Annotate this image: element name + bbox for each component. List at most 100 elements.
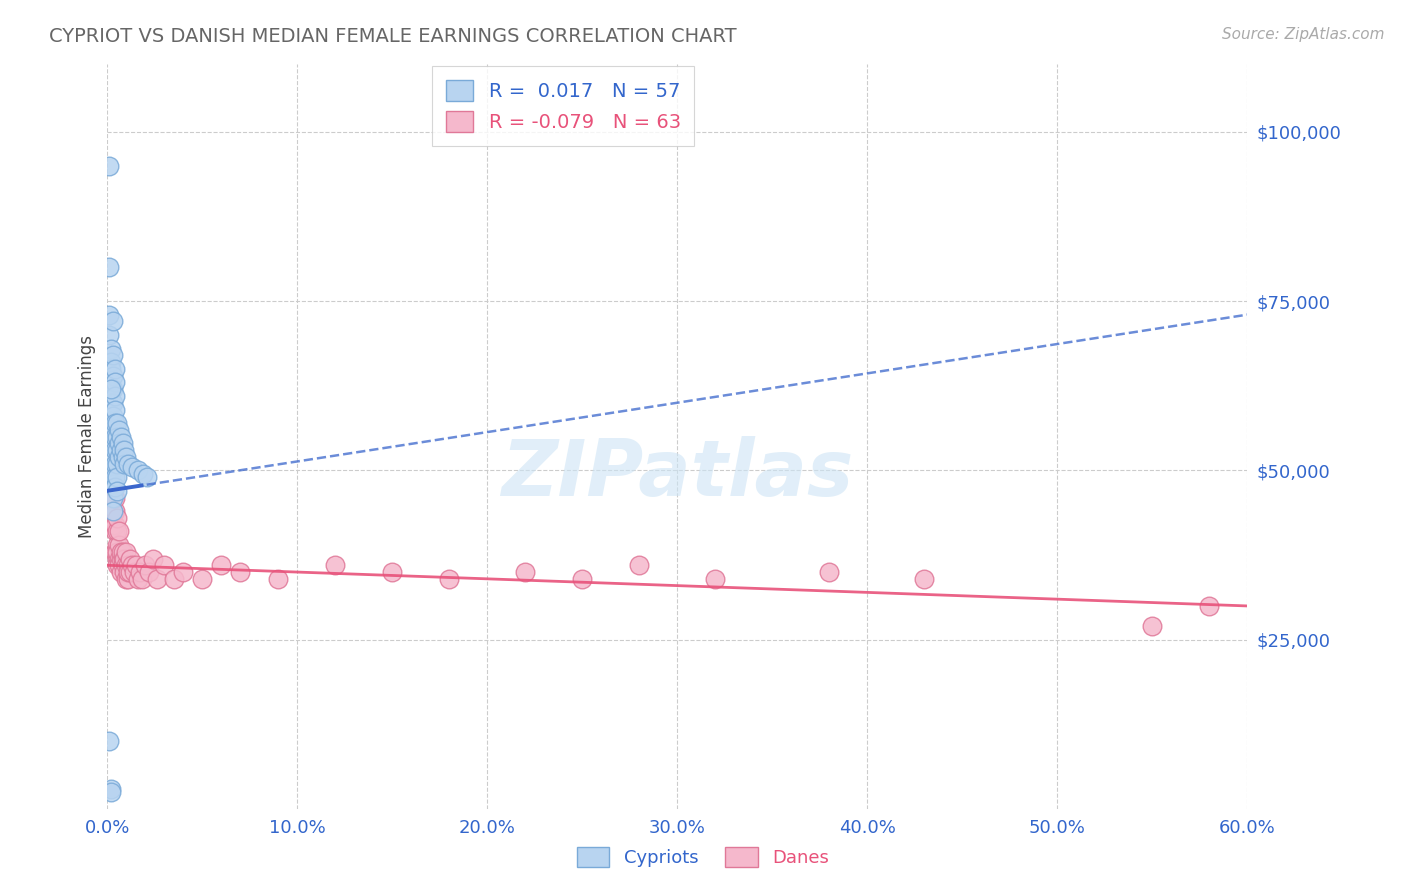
Point [111, 545, 134, 559]
Point [122, 565, 145, 579]
Point [105, 558, 128, 573]
Point [120, 565, 142, 579]
Point [125, 558, 148, 573]
Point [100, 781, 122, 796]
Y-axis label: Median Female Earnings: Median Female Earnings [79, 335, 96, 538]
Point [381, 565, 404, 579]
Point [107, 524, 129, 539]
Point [100, 395, 122, 409]
Point [132, 467, 155, 481]
Point [912, 572, 935, 586]
Point [172, 565, 194, 579]
Point [163, 572, 186, 586]
Point [117, 572, 139, 586]
Point [100, 362, 122, 376]
Point [114, 457, 136, 471]
Point [107, 551, 129, 566]
Point [191, 572, 214, 586]
Point [101, 504, 124, 518]
Point [105, 429, 128, 443]
Point [515, 565, 537, 579]
Point [98, 734, 121, 748]
Point [100, 785, 122, 799]
Point [105, 443, 128, 458]
Point [818, 565, 841, 579]
Point [114, 443, 136, 458]
Point [104, 429, 127, 443]
Point [101, 491, 124, 505]
Point [138, 565, 160, 579]
Text: CYPRIOT VS DANISH MEDIAN FEMALE EARNINGS CORRELATION CHART: CYPRIOT VS DANISH MEDIAN FEMALE EARNINGS… [49, 27, 737, 45]
Point [101, 450, 124, 464]
Point [105, 524, 128, 539]
Point [105, 483, 128, 498]
Point [136, 470, 159, 484]
Point [107, 450, 129, 464]
Point [101, 395, 124, 409]
Point [107, 558, 129, 573]
Point [104, 517, 127, 532]
Point [104, 457, 127, 471]
Point [110, 429, 132, 443]
Point [105, 470, 128, 484]
Point [1140, 619, 1163, 633]
Point [101, 477, 124, 491]
Text: ZIPatlas: ZIPatlas [501, 436, 853, 512]
Point [105, 538, 128, 552]
Point [100, 342, 122, 356]
Point [100, 416, 122, 430]
Text: Source: ZipAtlas.com: Source: ZipAtlas.com [1222, 27, 1385, 42]
Point [107, 538, 129, 552]
Point [104, 416, 127, 430]
Point [104, 545, 127, 559]
Point [101, 314, 124, 328]
Point [146, 572, 169, 586]
Point [120, 551, 142, 566]
Point [267, 572, 290, 586]
Point [117, 457, 139, 471]
Point [98, 308, 121, 322]
Point [110, 551, 132, 566]
Point [325, 558, 347, 573]
Point [110, 545, 132, 559]
Point [101, 504, 124, 518]
Point [114, 551, 136, 566]
Point [98, 159, 121, 173]
Point [111, 558, 134, 573]
Point [117, 558, 139, 573]
Point [104, 470, 127, 484]
Point [104, 402, 127, 417]
Point [121, 558, 143, 573]
Point [101, 423, 124, 437]
Point [439, 572, 461, 586]
Point [101, 463, 124, 477]
Point [111, 450, 134, 464]
Point [115, 450, 138, 464]
Legend: Cypriots, Danes: Cypriots, Danes [569, 839, 837, 874]
Point [104, 443, 127, 458]
Point [127, 463, 149, 477]
Point [100, 382, 122, 396]
Point [101, 409, 124, 424]
Point [114, 565, 136, 579]
Point [107, 423, 129, 437]
Point [104, 524, 127, 539]
Point [115, 558, 138, 573]
Point [142, 551, 165, 566]
Point [121, 460, 143, 475]
Point [107, 436, 129, 450]
Point [110, 565, 132, 579]
Point [115, 572, 138, 586]
Point [128, 565, 150, 579]
Point [134, 558, 156, 573]
Point [100, 355, 122, 369]
Point [1198, 599, 1220, 613]
Point [110, 443, 132, 458]
Point [104, 480, 127, 494]
Point [209, 558, 232, 573]
Point [153, 558, 176, 573]
Point [98, 260, 121, 275]
Point [101, 491, 124, 505]
Point [115, 545, 138, 559]
Point [101, 436, 124, 450]
